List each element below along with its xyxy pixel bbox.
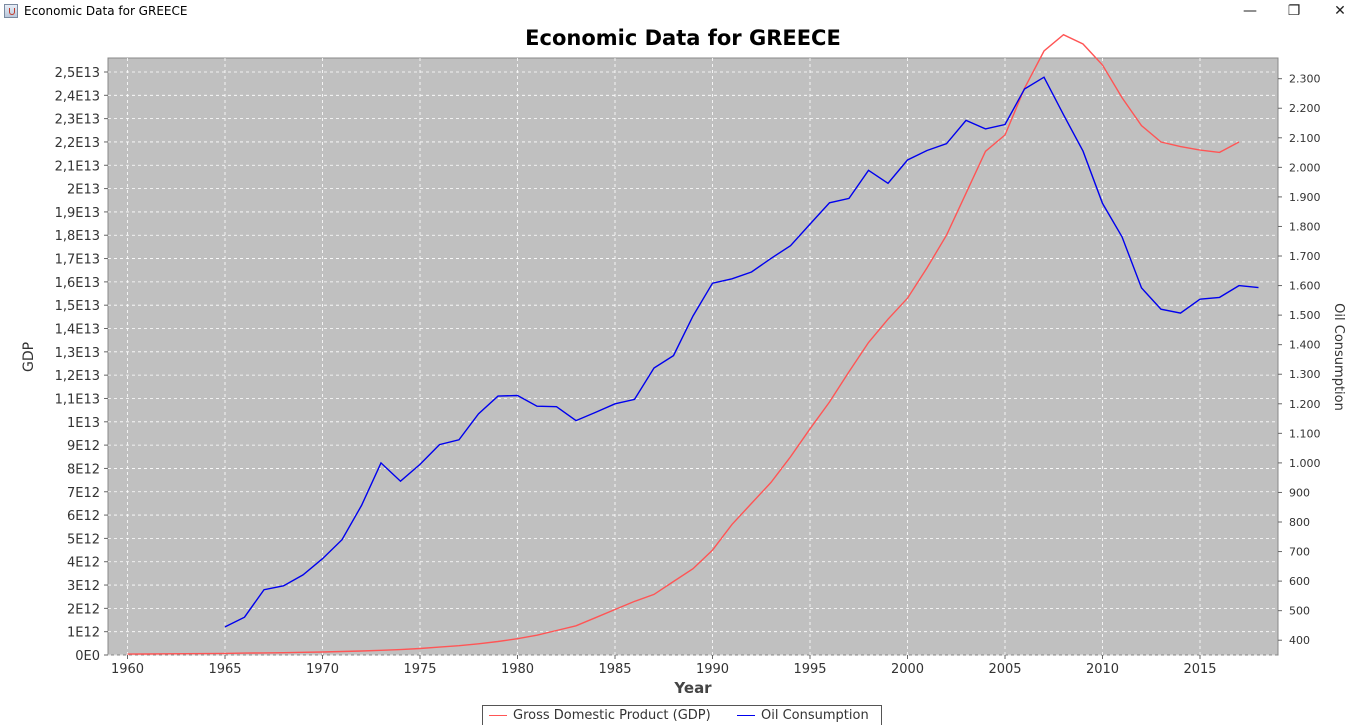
left-axis-ticks: 0E0 1E12 2E12 3E12 4E12 5E12 6E12 7E12 8E12 9E12 1…	[55, 66, 108, 664]
right-tick-label: 1.600	[1289, 280, 1321, 293]
legend-label-gdp: Gross Domestic Product (GDP)	[513, 708, 711, 723]
maximize-button[interactable]: ❐	[1287, 3, 1301, 19]
left-tick-label: 0E0	[75, 649, 100, 664]
window-titlebar: Economic Data for GREECE — ❐ ✕	[0, 0, 1366, 24]
chart-title: Economic Data for GREECE	[525, 26, 841, 50]
legend-label-oil: Oil Consumption	[761, 708, 869, 723]
right-tick-label: 2.000	[1289, 161, 1321, 174]
left-tick-label: 2E13	[67, 183, 100, 198]
x-tick-label: 2015	[1183, 662, 1216, 677]
left-tick-label: 6E12	[67, 509, 100, 524]
right-tick-label: 900	[1289, 486, 1310, 499]
x-axis-ticks: 1960 1965 1970 1975 1980 1985 1990 1995 2000 2005…	[111, 655, 1217, 677]
x-axis-label: Year	[673, 679, 712, 697]
x-tick-label: 1975	[403, 662, 436, 677]
series-layer	[127, 33, 1259, 655]
left-tick-label: 1,1E13	[55, 392, 100, 407]
right-tick-label: 1.800	[1289, 220, 1321, 233]
left-tick-label: 1,9E13	[55, 206, 100, 221]
x-tick-label: 1980	[501, 662, 534, 677]
right-tick-label: 1.200	[1289, 398, 1321, 411]
right-tick-label: 1.500	[1289, 309, 1321, 322]
minimize-button[interactable]: —	[1243, 3, 1257, 19]
plot-area	[107, 57, 1279, 656]
y-axis-label-right: Oil Consumption	[1331, 303, 1346, 411]
x-tick-label: 1970	[306, 662, 339, 677]
legend-item-oil: Oil Consumption	[737, 708, 869, 723]
right-tick-label: 1.100	[1289, 427, 1321, 440]
close-button[interactable]: ✕	[1334, 3, 1346, 19]
x-tick-label: 1960	[111, 662, 144, 677]
x-tick-label: 1985	[598, 662, 631, 677]
grid	[108, 58, 1278, 656]
gdp-series-line	[127, 33, 1240, 655]
java-app-icon	[4, 4, 18, 18]
x-tick-label: 1965	[208, 662, 241, 677]
window-title: Economic Data for GREECE	[24, 4, 188, 18]
x-tick-label: 1990	[696, 662, 729, 677]
right-tick-label: 1.000	[1289, 457, 1321, 470]
right-tick-label: 800	[1289, 516, 1310, 529]
x-tick-label: 1995	[793, 662, 826, 677]
left-tick-label: 1,3E13	[55, 346, 100, 361]
left-tick-label: 2,3E13	[55, 113, 100, 128]
chart-panel: Economic Data for GREECE 0E0 1E12 2E12 3E12…	[21, 26, 1346, 697]
right-tick-label: 2.200	[1289, 102, 1321, 115]
x-tick-label: 2000	[891, 662, 924, 677]
left-tick-label: 7E12	[67, 486, 100, 501]
left-tick-label: 1,6E13	[55, 276, 100, 291]
legend-item-gdp: Gross Domestic Product (GDP)	[489, 708, 711, 723]
right-tick-label: 1.900	[1289, 191, 1321, 204]
right-tick-label: 600	[1289, 575, 1310, 588]
right-axis-ticks: 400 500 600 700 800 900 1.000 1.100 1.200 1.300 1.…	[1278, 73, 1321, 647]
x-tick-label: 2010	[1086, 662, 1119, 677]
left-tick-label: 1E13	[67, 416, 100, 431]
left-tick-label: 1,7E13	[55, 253, 100, 268]
left-tick-label: 2,5E13	[55, 66, 100, 81]
x-tick-label: 2005	[988, 662, 1021, 677]
right-tick-label: 2.300	[1289, 73, 1321, 86]
right-tick-label: 400	[1289, 634, 1310, 647]
left-tick-label: 2,4E13	[55, 89, 100, 104]
left-tick-label: 1,8E13	[55, 229, 100, 244]
left-tick-label: 1E12	[67, 626, 100, 641]
left-tick-label: 2,1E13	[55, 159, 100, 174]
left-tick-label: 1,4E13	[55, 323, 100, 338]
y-axis-label-left: GDP	[21, 342, 37, 372]
right-tick-label: 1.300	[1289, 368, 1321, 381]
left-tick-label: 3E12	[67, 579, 100, 594]
left-tick-label: 2E12	[67, 602, 100, 617]
left-tick-label: 9E12	[67, 439, 100, 454]
right-tick-label: 700	[1289, 546, 1310, 559]
legend-swatch-oil	[737, 715, 755, 716]
oil-consumption-series-line	[224, 76, 1259, 628]
right-tick-label: 1.700	[1289, 250, 1321, 263]
left-tick-label: 8E12	[67, 462, 100, 477]
right-tick-label: 1.400	[1289, 339, 1321, 352]
right-tick-label: 2.100	[1289, 132, 1321, 145]
left-tick-label: 4E12	[67, 556, 100, 571]
left-tick-label: 1,5E13	[55, 299, 100, 314]
left-tick-label: 5E12	[67, 532, 100, 547]
chart-legend: Gross Domestic Product (GDP) Oil Consump…	[482, 705, 882, 725]
left-tick-label: 2,2E13	[55, 136, 100, 151]
legend-swatch-gdp	[489, 715, 507, 716]
left-tick-label: 1,2E13	[55, 369, 100, 384]
right-tick-label: 500	[1289, 605, 1310, 618]
